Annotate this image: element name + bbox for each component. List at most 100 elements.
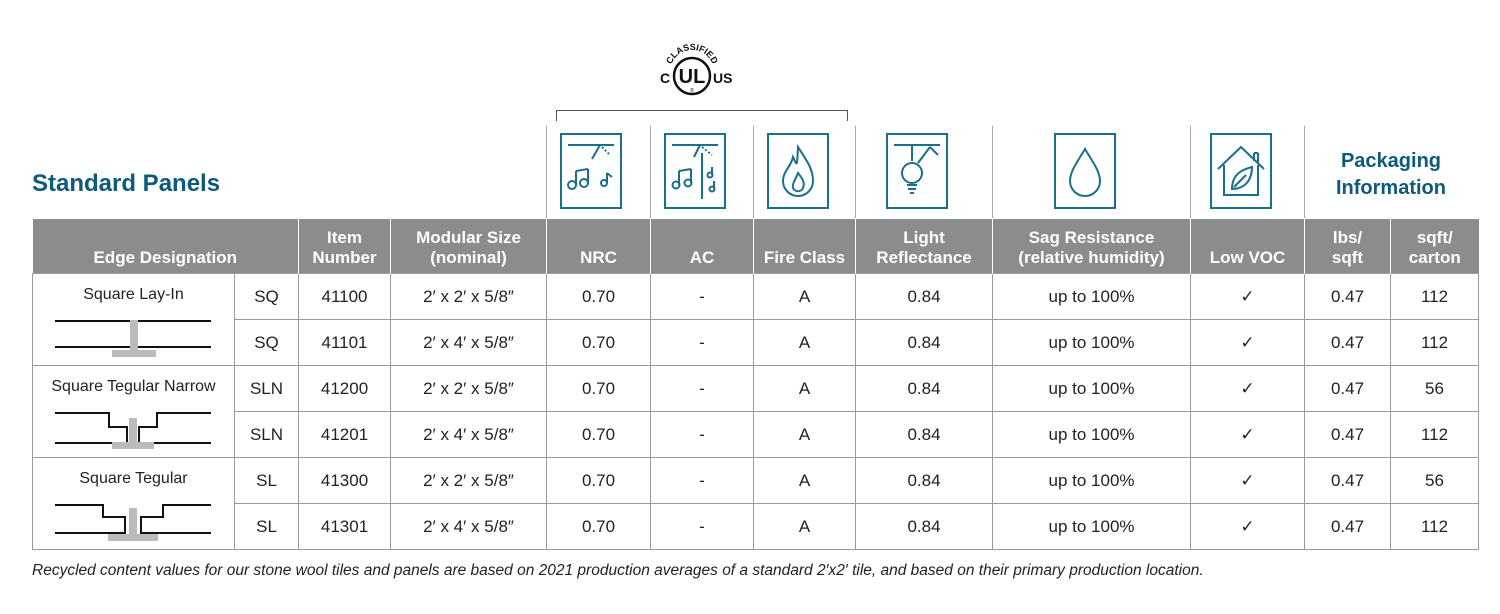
ac-value: - [650,457,755,504]
item-number: 41300 [298,457,392,504]
modular-size: 2′ x 2′ x 5/8″ [390,365,548,412]
col-modular-size: Modular Size (nominal) [390,219,547,274]
fire-class-value: A [753,457,857,504]
low-voc-check: ✓ [1190,319,1306,366]
edge-code: SLN [233,365,300,412]
nrc-value: 0.70 [546,273,652,320]
sag-resistance-value: up to 100% [992,365,1192,412]
low-voc-check: ✓ [1190,365,1306,412]
fire-class-value: A [753,365,857,412]
svg-text:CLASSIFIED: CLASSIFIED [664,42,720,66]
col-edge-designation: Edge Designation [32,219,299,274]
col-sag-resistance: Sag Resistance (relative humidity) [992,219,1191,274]
table-row: Square Tegular SL 41300 2′ x 2′ x 5/8″ 0.70-… [32,457,1480,550]
table-row: SLN 41201 2′ x 4′ x 5/8″ 0.70- A 0.84 up to 10… [33,411,1480,458]
sqft-carton-value: 112 [1390,319,1480,366]
tegular-profile-icon [55,504,211,541]
col-nrc: NRC [546,219,651,274]
nrc-value: 0.70 [546,319,652,366]
fire-class-value: A [753,503,857,550]
ac-value: - [650,411,755,458]
fire-class-value: A [753,273,857,320]
col-low-voc: Low VOC [1190,219,1305,274]
nrc-value: 0.70 [546,411,652,458]
item-number: 41101 [298,319,392,366]
light-reflectance-value: 0.84 [855,457,994,504]
house-leaf-icon [1210,133,1272,209]
modular-size: 2′ x 4′ x 5/8″ [390,411,548,458]
ac-sound-icon [664,133,726,209]
sqft-carton-value: 112 [1390,411,1480,458]
sqft-carton-value: 56 [1390,457,1480,504]
icon-divider [1304,126,1305,218]
ac-value: - [650,273,755,320]
low-voc-check: ✓ [1190,273,1306,320]
light-reflectance-value: 0.84 [855,273,994,320]
col-lbs-sqft: lbs/sqft [1304,219,1391,274]
edge-name: Square Lay-In [83,286,184,303]
edge-code: SQ [233,273,300,320]
table-row: SQ 41101 2′ x 4′ x 5/8″ 0.70- A 0.84 up to 100… [33,319,1480,366]
icon-divider [992,126,993,218]
footnote: Recycled content values for our stone wo… [32,562,1204,579]
icon-divider [1190,126,1191,218]
item-number: 41301 [298,503,392,550]
lbs-sqft-value: 0.47 [1304,319,1392,366]
item-number: 41200 [298,365,392,412]
sag-resistance-value: up to 100% [992,503,1192,550]
edge-name: Square Tegular Narrow [51,378,216,395]
col-sqft-carton: sqft/carton [1390,219,1479,274]
fire-icon [767,133,829,209]
fire-class-value: A [753,319,857,366]
ul-classified-logo: CLASSIFIED UL ® C US [660,42,732,96]
light-reflectance-value: 0.84 [855,365,994,412]
lbs-sqft-value: 0.47 [1304,411,1392,458]
lbs-sqft-value: 0.47 [1304,365,1392,412]
table-row: SL 41301 2′ x 4′ x 5/8″ 0.70- A 0.84 up to 100… [33,503,1480,550]
ac-value: - [650,319,755,366]
edge-code: SL [233,457,300,504]
nrc-value: 0.70 [546,457,652,504]
table-row: Square Lay-In SQ 41100 2′ x 2′ x 5/8″ 0.70- A… [32,273,1480,366]
lbs-sqft-value: 0.47 [1304,457,1392,504]
icon-divider [855,126,856,218]
icon-divider [546,126,547,218]
sqft-carton-value: 112 [1390,273,1480,320]
tegular-narrow-profile-icon [55,412,211,449]
edge-designation-cell: Square Lay-In [32,273,235,366]
light-reflectance-value: 0.84 [855,411,994,458]
edge-code: SLN [233,411,300,458]
sag-resistance-value: up to 100% [992,319,1192,366]
edge-designation-cell: Square Tegular [32,457,235,550]
lbs-sqft-value: 0.47 [1304,273,1392,320]
packaging-header-line1: Packaging [1340,150,1442,172]
water-drop-icon [1054,133,1116,209]
ac-value: - [650,365,755,412]
svg-text:US: US [713,70,732,86]
fire-class-value: A [753,411,857,458]
modular-size: 2′ x 2′ x 5/8″ [390,457,548,504]
col-ac: AC [650,219,754,274]
item-number: 41201 [298,411,392,458]
sag-resistance-value: up to 100% [992,273,1192,320]
nrc-sound-icon [560,133,622,209]
svg-text:®: ® [690,87,694,94]
low-voc-check: ✓ [1190,457,1306,504]
svg-text:C: C [660,70,670,86]
sqft-carton-value: 56 [1390,365,1480,412]
edge-name: Square Tegular [79,470,188,487]
edge-designation-cell: Square Tegular Narrow [32,365,235,458]
col-fire-class: Fire Class [753,219,856,274]
edge-code: SQ [233,319,300,366]
sqft-carton-value: 112 [1390,503,1480,550]
col-item-number: Item Number [298,219,391,274]
page-title: Standard Panels [32,170,221,197]
low-voc-check: ✓ [1190,411,1306,458]
light-reflectance-value: 0.84 [855,319,994,366]
packaging-header: Packaging Information [1304,148,1478,202]
modular-size: 2′ x 2′ x 5/8″ [390,273,548,320]
nrc-value: 0.70 [546,503,652,550]
sag-resistance-value: up to 100% [992,457,1192,504]
lbs-sqft-value: 0.47 [1304,503,1392,550]
icon-divider [753,126,754,218]
